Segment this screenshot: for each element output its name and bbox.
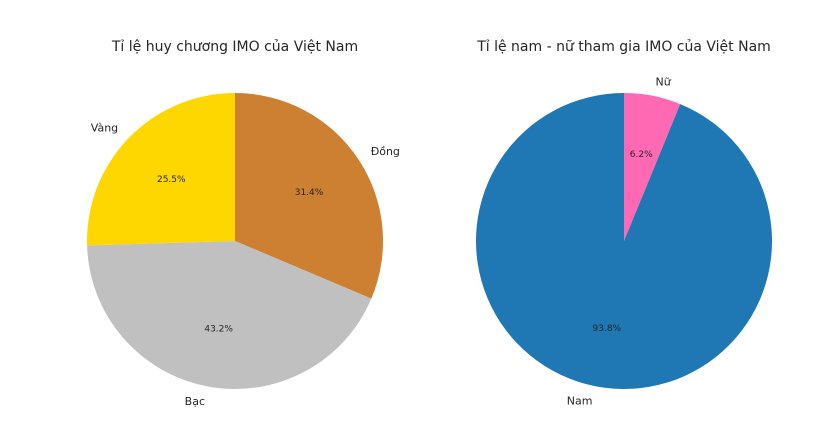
pie-slice-dong <box>235 93 383 299</box>
pct-label-vang: 25.5% <box>157 175 186 185</box>
pie-slice-nu <box>624 93 681 241</box>
pie-slice-nam <box>475 93 772 390</box>
slice-label-nu: Nữ <box>656 75 672 88</box>
pct-label-dong: 31.4% <box>295 188 324 198</box>
pct-label-nu: 6.2% <box>630 150 653 160</box>
pie-chart-gender: Tỉ lệ nam - nữ tham gia IMO của Việt Nam… <box>475 39 772 408</box>
pct-label-bac: 43.2% <box>204 324 233 334</box>
pie-chart-medals: Tỉ lệ huy chương IMO của Việt Nam Đồng 31… <box>87 39 400 408</box>
slice-label-bac: Bạc <box>185 395 205 408</box>
slice-label-vang: Vàng <box>91 122 118 135</box>
slice-label-nam: Nam <box>567 395 593 408</box>
slice-label-dong: Đồng <box>371 145 400 158</box>
chart-title-gender: Tỉ lệ nam - nữ tham gia IMO của Việt Nam <box>476 39 771 55</box>
chart-title-medals: Tỉ lệ huy chương IMO của Việt Nam <box>111 39 358 55</box>
pie-slice-bac <box>87 241 372 389</box>
pct-label-nam: 93.8% <box>593 324 622 334</box>
pie-slice-vang <box>87 93 236 246</box>
